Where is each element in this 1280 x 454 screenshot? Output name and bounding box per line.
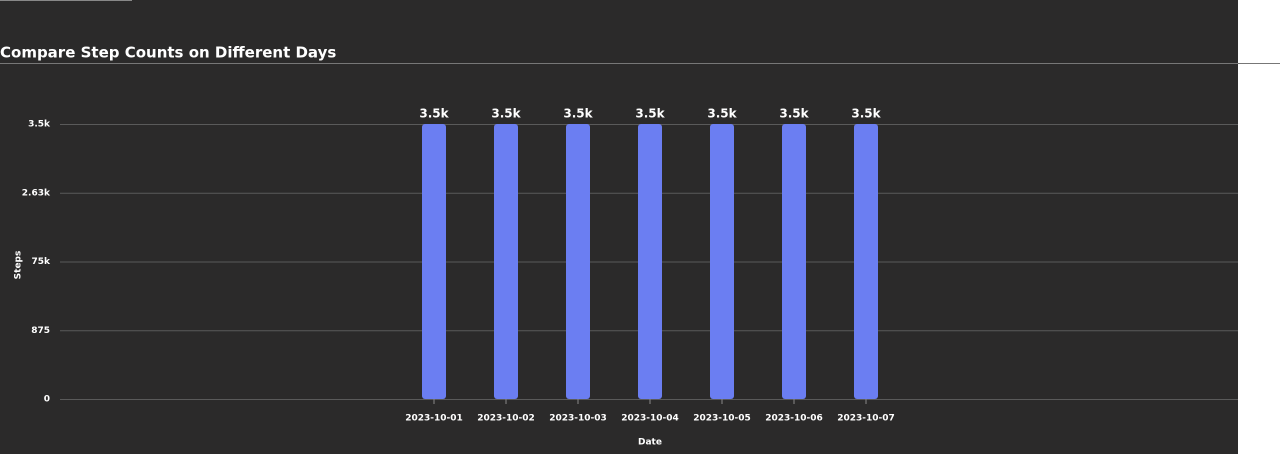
value-label: 3.5k bbox=[779, 107, 809, 121]
value-label: 3.5k bbox=[707, 107, 737, 121]
bar bbox=[710, 124, 734, 399]
bar bbox=[854, 124, 878, 399]
x-tick-label: 2023-10-04 bbox=[621, 414, 679, 424]
bar bbox=[494, 124, 518, 399]
x-tick-label: 2023-10-03 bbox=[549, 414, 607, 424]
y-tick-label: 75k bbox=[31, 257, 51, 267]
value-label: 3.5k bbox=[419, 107, 449, 121]
y-tick-label: 3.5k bbox=[28, 120, 51, 130]
value-label: 3.5k bbox=[491, 107, 521, 121]
x-tick-label: 2023-10-02 bbox=[477, 414, 535, 424]
value-label: 3.5k bbox=[635, 107, 665, 121]
x-axis-title: Date bbox=[638, 438, 662, 448]
x-tick-label: 2023-10-07 bbox=[837, 414, 895, 424]
bar bbox=[566, 124, 590, 399]
chart-background bbox=[0, 0, 1238, 454]
y-tick-label: 2.63k bbox=[22, 188, 51, 198]
x-tick-label: 2023-10-06 bbox=[765, 414, 823, 424]
chart-title: Compare Step Counts on Different Days bbox=[0, 44, 336, 62]
value-label: 3.5k bbox=[563, 107, 593, 121]
y-tick-label: 875 bbox=[31, 326, 50, 336]
x-tick-label: 2023-10-01 bbox=[405, 414, 463, 424]
y-axis-title: Steps bbox=[14, 251, 24, 280]
y-tick-label: 0 bbox=[44, 395, 50, 405]
bar bbox=[782, 124, 806, 399]
x-tick-label: 2023-10-05 bbox=[693, 414, 751, 424]
bar bbox=[638, 124, 662, 399]
bar bbox=[422, 124, 446, 399]
value-label: 3.5k bbox=[851, 107, 881, 121]
